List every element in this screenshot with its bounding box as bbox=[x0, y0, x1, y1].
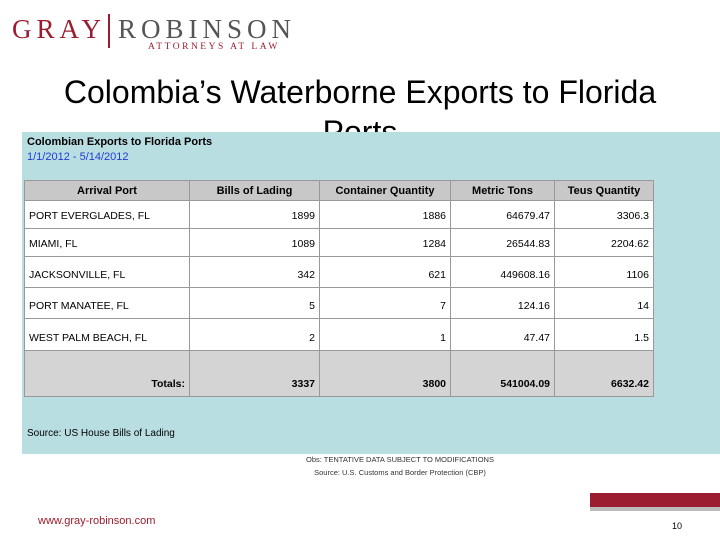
logo-subtitle: ATTORNEYS AT LAW bbox=[148, 42, 280, 52]
total-cell: 3800 bbox=[319, 350, 451, 397]
column-header: Container Quantity bbox=[319, 180, 451, 201]
table-row: WEST PALM BEACH, FL 2 1 47.47 1.5 bbox=[24, 318, 654, 351]
total-cell: Totals: bbox=[24, 350, 190, 397]
cell-value: 342 bbox=[189, 256, 320, 288]
logo-left: GRAY bbox=[12, 14, 107, 44]
panel-heading: Colombian Exports to Florida Ports bbox=[27, 136, 213, 148]
cell-value: 1284 bbox=[319, 228, 451, 257]
note-box bbox=[22, 454, 720, 482]
cell-port: PORT EVERGLADES, FL bbox=[24, 200, 190, 229]
cell-value: 1.5 bbox=[554, 318, 654, 351]
cell-value: 64679.47 bbox=[450, 200, 555, 229]
cell-value: 1899 bbox=[189, 200, 320, 229]
cell-value: 7 bbox=[319, 287, 451, 319]
footer-bar bbox=[590, 507, 720, 511]
header-row: Arrival Port Bills of Lading Container Qua… bbox=[24, 180, 654, 201]
cell-value: 449608.16 bbox=[450, 256, 555, 288]
table-row: PORT MANATEE, FL 5 7 124.16 14 bbox=[24, 287, 654, 319]
totals-row: Totals: 3337 3800 541004.09 6632.42 bbox=[24, 350, 654, 397]
total-cell: 541004.09 bbox=[450, 350, 555, 397]
table-row: JACKSONVILLE, FL 342 621 449608.16 1106 bbox=[24, 256, 654, 288]
column-header: Teus Quantity bbox=[554, 180, 654, 201]
note: Obs: TENTATIVE DATA SUBJECT TO MODIFICAT… bbox=[306, 455, 494, 464]
cell-value: 124.16 bbox=[450, 287, 555, 319]
source: Source: US House Bills of Lading bbox=[27, 428, 175, 439]
data-table: Arrival Port Bills of Lading Container Qua… bbox=[24, 180, 654, 397]
cell-value: 2204.62 bbox=[554, 228, 654, 257]
logo-divider bbox=[108, 14, 110, 48]
cell-value: 621 bbox=[319, 256, 451, 288]
column-header: Bills of Lading bbox=[189, 180, 320, 201]
cell-value: 3306.3 bbox=[554, 200, 654, 229]
cell-value: 14 bbox=[554, 287, 654, 319]
table-row: PORT EVERGLADES, FL 1899 1886 64679.47 3306.… bbox=[24, 200, 654, 229]
page-number: 10 bbox=[672, 521, 683, 531]
date-range: 1/1/2012 - 5/14/2012 bbox=[27, 151, 129, 163]
cell-value: 1089 bbox=[189, 228, 320, 257]
total-cell: 6632.42 bbox=[554, 350, 654, 397]
cell-value: 2 bbox=[189, 318, 320, 351]
footer-bar bbox=[590, 493, 720, 507]
cell-port: MIAMI, FL bbox=[24, 228, 190, 257]
cell-port: WEST PALM BEACH, FL bbox=[24, 318, 190, 351]
column-header: Metric Tons bbox=[450, 180, 555, 201]
cell-port: JACKSONVILLE, FL bbox=[24, 256, 190, 288]
cell-value: 5 bbox=[189, 287, 320, 319]
note-source: Source: U.S. Customs and Border Protecti… bbox=[314, 468, 486, 477]
cell-value: 1 bbox=[319, 318, 451, 351]
cell-value: 26544.83 bbox=[450, 228, 555, 257]
table-row: MIAMI, FL 1089 1284 26544.83 2204.62 bbox=[24, 228, 654, 257]
cell-port: PORT MANATEE, FL bbox=[24, 287, 190, 319]
cell-value: 47.47 bbox=[450, 318, 555, 351]
logo-right: ROBINSON bbox=[118, 14, 297, 44]
cell-value: 1886 bbox=[319, 200, 451, 229]
total-cell: 3337 bbox=[189, 350, 320, 397]
cell-value: 1106 bbox=[554, 256, 654, 288]
column-header: Arrival Port bbox=[24, 180, 190, 201]
footer-url[interactable]: www.gray-robinson.com bbox=[38, 515, 156, 527]
